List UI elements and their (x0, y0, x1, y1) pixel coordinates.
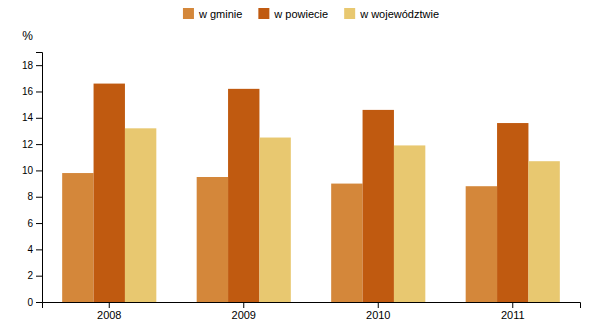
bar-series (94, 84, 529, 302)
x-tick-mark (512, 302, 513, 308)
y-tick: 2 (27, 270, 42, 281)
bar (125, 128, 156, 302)
y-tick: 6 (27, 218, 42, 229)
y-tick-mark (36, 302, 42, 303)
y-tick: 16 (22, 86, 42, 97)
y-tick-label: 16 (22, 86, 34, 97)
bar (466, 186, 497, 302)
x-tick-mark (378, 302, 379, 308)
legend-swatch (258, 8, 269, 19)
plot: 2008 2009 2010 2011 0 2 4 6 8 10 12 14 16 18 (22, 53, 581, 321)
y-tick: 10 (22, 165, 42, 176)
y-tick-label: 0 (27, 297, 33, 308)
bar (394, 145, 425, 302)
y-axis: 0 2 4 6 8 10 12 14 16 18 (22, 53, 43, 308)
y-tick-mark (36, 170, 42, 171)
y-tick-mark (36, 249, 42, 250)
y-tick-label: 14 (22, 112, 34, 123)
bar (528, 161, 559, 302)
x-axis: 2008 2009 2010 2011 (43, 302, 581, 321)
bar (94, 84, 125, 302)
bars (62, 84, 560, 302)
legend-item: w gminie (183, 8, 242, 20)
y-tick-label: 8 (27, 191, 33, 202)
x-tick: 2008 (97, 302, 121, 321)
y-tick-mark (36, 65, 42, 66)
x-tick: 2010 (366, 302, 390, 321)
y-tick-mark (36, 144, 42, 145)
x-tick-label: 2009 (232, 309, 256, 321)
x-tick-label: 2011 (501, 309, 525, 321)
bar (197, 177, 228, 302)
y-tick-mark (36, 276, 42, 277)
legend-label: w powiecie (273, 8, 328, 20)
bar (259, 138, 290, 302)
x-tick-mark (109, 302, 110, 308)
x-tick-label: 2010 (366, 309, 390, 321)
y-tick-label: 2 (27, 270, 33, 281)
bar (331, 184, 362, 302)
y-tick-mark (36, 223, 42, 224)
y-tick-mark (36, 118, 42, 119)
y-tick: 8 (27, 191, 42, 202)
chart: 2008 2009 2010 2011 0 2 4 6 8 10 12 14 16 18% w gminie… (0, 0, 596, 332)
legend-swatch (183, 8, 194, 19)
x-tick: 2011 (501, 302, 525, 321)
legend-label: w województwie (359, 8, 439, 20)
y-tick: 12 (22, 139, 42, 150)
y-axis-label: % (22, 29, 33, 43)
legend-item: w województwie (344, 8, 439, 20)
bar (228, 89, 259, 302)
x-tick-label: 2008 (97, 309, 121, 321)
x-tick-mark (243, 302, 244, 308)
x-axis-line (43, 303, 581, 309)
bar (62, 173, 93, 302)
y-tick: 0 (27, 297, 42, 308)
legend-item: w powiecie (258, 8, 328, 20)
y-tick: 18 (22, 60, 42, 71)
legend-label: w gminie (198, 8, 242, 20)
legend: w gminie w powiecie w województwie (183, 8, 439, 20)
y-tick-label: 12 (22, 139, 34, 150)
y-tick: 4 (27, 244, 42, 255)
x-tick: 2009 (232, 302, 256, 321)
bar (363, 110, 394, 302)
y-tick-label: 6 (27, 218, 33, 229)
bar-series (125, 128, 560, 302)
y-tick-label: 4 (27, 244, 33, 255)
y-tick-label: 18 (22, 60, 34, 71)
y-tick-label: 10 (22, 165, 34, 176)
legend-swatch (344, 8, 355, 19)
y-tick: 14 (22, 112, 42, 123)
y-tick-mark (36, 197, 42, 198)
y-tick-mark (36, 91, 42, 92)
bar (497, 123, 528, 302)
y-axis-line (36, 53, 43, 303)
